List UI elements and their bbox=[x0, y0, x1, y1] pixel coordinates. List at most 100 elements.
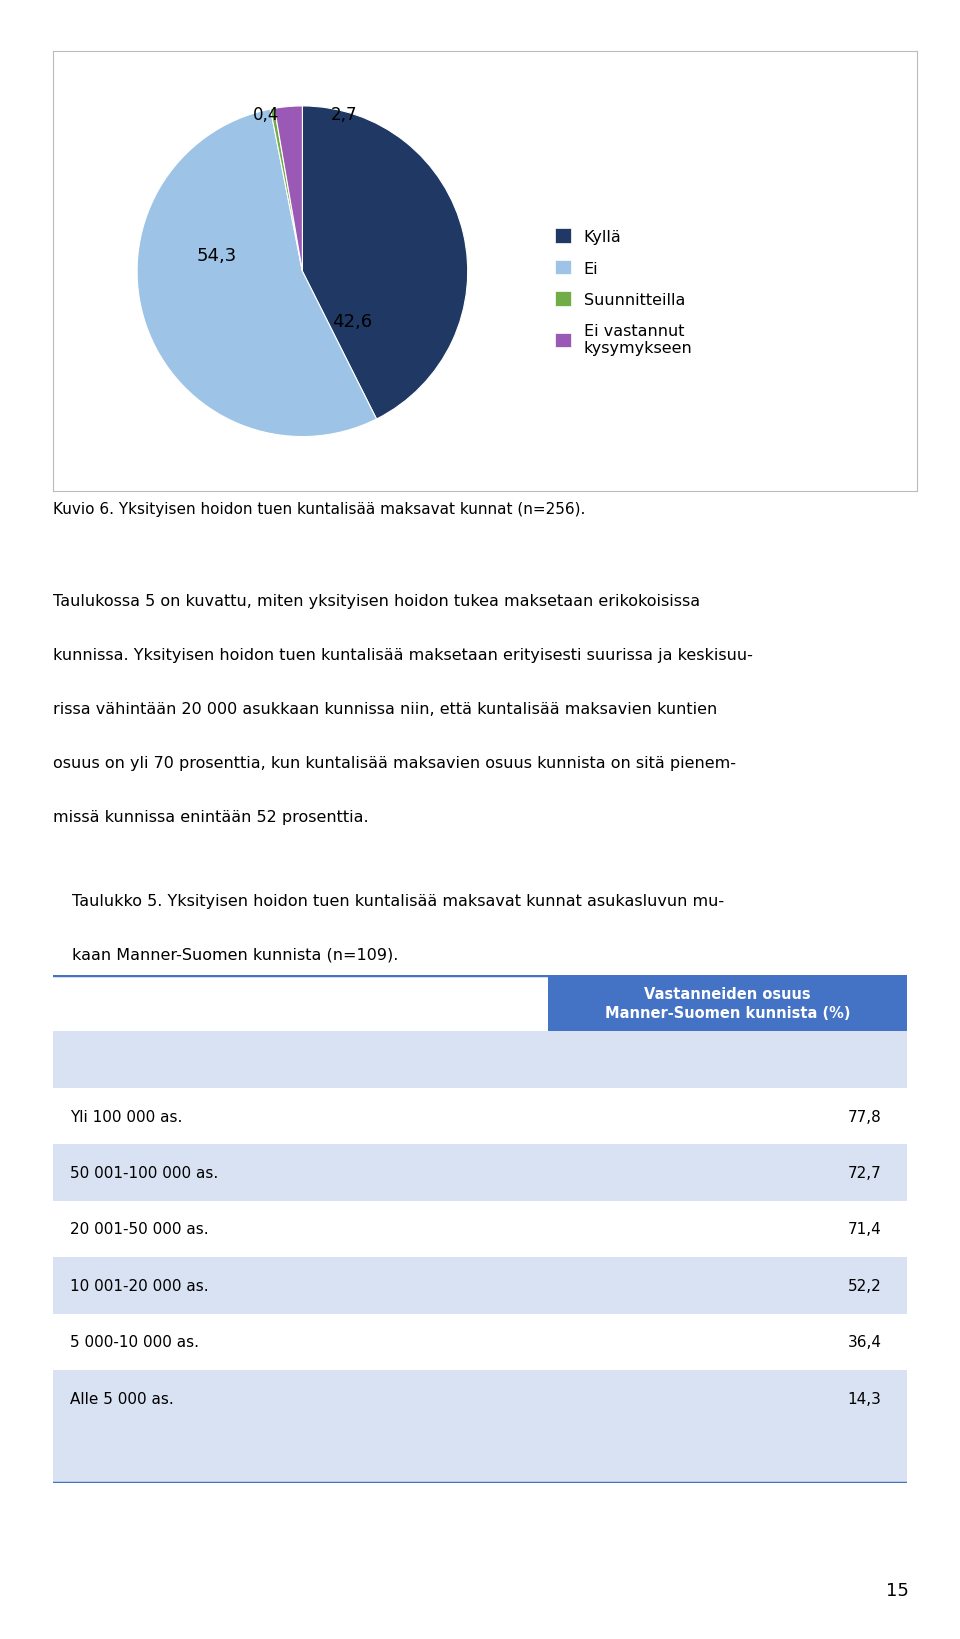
Bar bbox=[867, 2, 871, 38]
Bar bbox=[228, 2, 232, 38]
Bar bbox=[874, 2, 877, 38]
Bar bbox=[685, 1611, 689, 1637]
Bar bbox=[867, 1611, 871, 1637]
Bar bbox=[605, 1611, 609, 1637]
Bar bbox=[222, 1611, 226, 1637]
Bar bbox=[706, 2, 709, 38]
Bar bbox=[356, 2, 360, 38]
Text: Kuvio 6. Yksityisen hoidon tuen kuntalisää maksavat kunnat (n=256).: Kuvio 6. Yksityisen hoidon tuen kuntalis… bbox=[53, 502, 586, 516]
Bar bbox=[833, 1611, 837, 1637]
Bar bbox=[101, 1611, 105, 1637]
Bar bbox=[343, 1611, 347, 1637]
Bar bbox=[0, 2, 4, 38]
Bar bbox=[477, 2, 481, 38]
Bar bbox=[800, 1611, 804, 1637]
Text: 72,7: 72,7 bbox=[848, 1165, 881, 1180]
Bar bbox=[282, 1611, 286, 1637]
Text: 0,4: 0,4 bbox=[252, 107, 279, 125]
Wedge shape bbox=[271, 110, 302, 272]
Bar bbox=[202, 2, 205, 38]
Bar bbox=[759, 2, 763, 38]
Bar bbox=[289, 2, 293, 38]
Bar bbox=[887, 1611, 891, 1637]
Bar bbox=[128, 1611, 132, 1637]
Bar bbox=[538, 2, 541, 38]
Bar bbox=[659, 1611, 662, 1637]
FancyBboxPatch shape bbox=[53, 1257, 548, 1314]
Bar bbox=[544, 1611, 548, 1637]
Bar bbox=[497, 1611, 501, 1637]
Bar bbox=[356, 1611, 360, 1637]
Bar bbox=[437, 2, 441, 38]
Bar bbox=[7, 2, 11, 38]
Bar bbox=[954, 1611, 958, 1637]
Bar bbox=[67, 1611, 71, 1637]
Bar bbox=[396, 1611, 400, 1637]
Text: 5 000-10 000 as.: 5 000-10 000 as. bbox=[70, 1334, 199, 1349]
Bar bbox=[692, 1611, 696, 1637]
Bar bbox=[202, 1611, 205, 1637]
Bar bbox=[941, 2, 945, 38]
Bar bbox=[155, 1611, 158, 1637]
Wedge shape bbox=[302, 107, 468, 420]
Text: Alle 5 000 as.: Alle 5 000 as. bbox=[70, 1392, 174, 1406]
Bar bbox=[753, 2, 756, 38]
Bar bbox=[840, 1611, 844, 1637]
Bar bbox=[390, 1611, 394, 1637]
Bar bbox=[585, 1611, 588, 1637]
Bar bbox=[820, 1611, 824, 1637]
Bar bbox=[417, 2, 420, 38]
Bar bbox=[47, 2, 51, 38]
Bar bbox=[444, 1611, 447, 1637]
Bar bbox=[67, 2, 71, 38]
Bar bbox=[679, 2, 683, 38]
Text: kunnissa. Yksityisen hoidon tuen kuntalisää maksetaan erityisesti suurissa ja ke: kunnissa. Yksityisen hoidon tuen kuntali… bbox=[53, 647, 753, 662]
Bar bbox=[242, 1611, 246, 1637]
Bar bbox=[215, 2, 219, 38]
Bar bbox=[457, 1611, 461, 1637]
FancyBboxPatch shape bbox=[548, 1257, 907, 1314]
Bar bbox=[880, 2, 884, 38]
Bar bbox=[773, 2, 777, 38]
Bar bbox=[571, 1611, 575, 1637]
Bar bbox=[578, 1611, 582, 1637]
Bar bbox=[410, 1611, 414, 1637]
Bar bbox=[880, 1611, 884, 1637]
FancyBboxPatch shape bbox=[548, 1144, 907, 1201]
Bar bbox=[444, 2, 447, 38]
Text: 15: 15 bbox=[886, 1582, 909, 1598]
Bar bbox=[874, 1611, 877, 1637]
Bar bbox=[296, 2, 300, 38]
Legend: Kyllä, Ei, Suunnitteilla, Ei vastannut
kysymykseen: Kyllä, Ei, Suunnitteilla, Ei vastannut k… bbox=[550, 225, 697, 361]
Bar bbox=[491, 1611, 494, 1637]
Bar bbox=[54, 1611, 58, 1637]
Bar bbox=[302, 2, 306, 38]
Bar bbox=[921, 2, 924, 38]
Bar bbox=[370, 2, 373, 38]
Text: 50 001-100 000 as.: 50 001-100 000 as. bbox=[70, 1165, 218, 1180]
Bar bbox=[383, 2, 387, 38]
Bar bbox=[168, 2, 172, 38]
Bar bbox=[672, 2, 676, 38]
Bar bbox=[907, 1611, 911, 1637]
Bar bbox=[927, 1611, 931, 1637]
Bar bbox=[7, 1611, 11, 1637]
Text: 52,2: 52,2 bbox=[848, 1278, 881, 1293]
Bar bbox=[134, 2, 138, 38]
Bar bbox=[860, 1611, 864, 1637]
Bar bbox=[228, 1611, 232, 1637]
Bar bbox=[423, 2, 427, 38]
Bar bbox=[269, 2, 273, 38]
Bar bbox=[363, 1611, 367, 1637]
Bar bbox=[712, 2, 716, 38]
FancyBboxPatch shape bbox=[53, 1314, 548, 1370]
Bar bbox=[806, 1611, 810, 1637]
Bar bbox=[638, 2, 642, 38]
Bar bbox=[632, 2, 636, 38]
Bar bbox=[847, 1611, 851, 1637]
Bar bbox=[645, 1611, 649, 1637]
Bar bbox=[511, 2, 515, 38]
Bar bbox=[558, 2, 562, 38]
Bar bbox=[719, 2, 723, 38]
Bar bbox=[948, 1611, 951, 1637]
